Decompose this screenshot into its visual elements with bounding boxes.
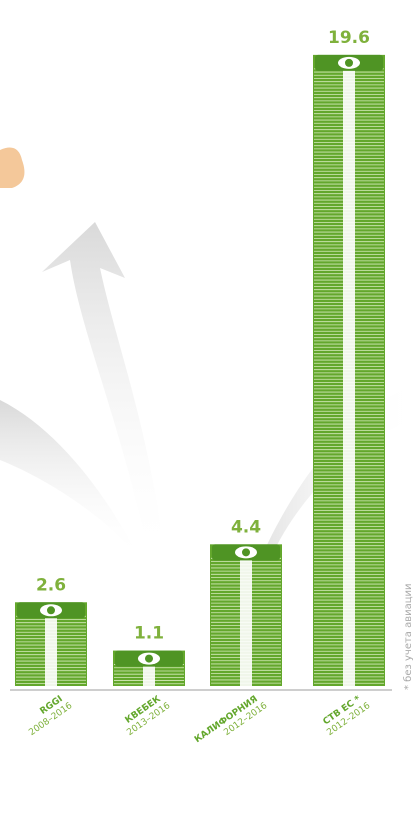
- band: [343, 66, 355, 686]
- money-stack: [15, 602, 87, 686]
- cloud: [0, 147, 25, 188]
- bill-coin: [47, 606, 55, 615]
- band: [240, 556, 252, 686]
- money-stack: [210, 544, 282, 686]
- value-label: 1.1: [134, 624, 164, 644]
- value-label: 19.6: [328, 28, 370, 48]
- money-stack: [313, 54, 385, 686]
- money-stack: [113, 650, 185, 686]
- bill-coin: [242, 548, 250, 557]
- band: [45, 614, 57, 686]
- arrow: [42, 222, 165, 560]
- category-label: СТВ ЕС *2012–2016: [321, 694, 372, 738]
- value-label: 2.6: [36, 575, 66, 595]
- band: [143, 662, 155, 686]
- value-label: 4.4: [231, 517, 261, 537]
- footnote: * без учета авиации: [403, 583, 414, 690]
- arrow: [0, 400, 140, 560]
- bill-coin: [145, 654, 153, 663]
- bill-coin: [345, 58, 353, 67]
